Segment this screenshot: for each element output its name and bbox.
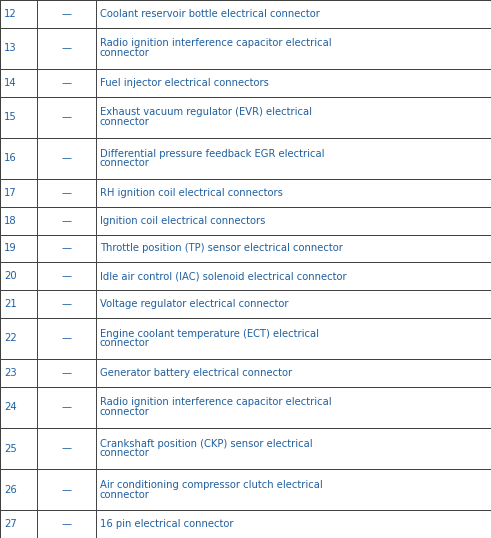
Bar	[0, 318, 491, 359]
Text: 16: 16	[4, 153, 17, 164]
Text: 26: 26	[4, 485, 17, 494]
Text: 19: 19	[4, 243, 17, 253]
Text: 17: 17	[4, 188, 17, 198]
Bar	[0, 290, 491, 318]
Text: connector: connector	[100, 490, 150, 499]
Text: 23: 23	[4, 368, 17, 378]
Bar	[0, 207, 491, 235]
Bar	[0, 138, 491, 179]
Text: 27: 27	[4, 519, 17, 529]
Bar	[0, 69, 491, 97]
Bar	[0, 469, 491, 510]
Text: —: —	[61, 216, 71, 225]
Text: Radio ignition interference capacitor electrical: Radio ignition interference capacitor el…	[100, 39, 331, 48]
Text: connector: connector	[100, 158, 150, 168]
Text: Fuel injector electrical connectors: Fuel injector electrical connectors	[100, 78, 269, 88]
Text: —: —	[61, 44, 71, 53]
Bar	[0, 179, 491, 207]
Text: —: —	[61, 243, 71, 253]
Text: RH ignition coil electrical connectors: RH ignition coil electrical connectors	[100, 188, 283, 198]
Text: —: —	[61, 402, 71, 412]
Text: —: —	[61, 485, 71, 494]
Text: —: —	[61, 153, 71, 164]
Text: Exhaust vacuum regulator (EVR) electrical: Exhaust vacuum regulator (EVR) electrica…	[100, 108, 312, 117]
Text: connector: connector	[100, 338, 150, 348]
Text: 22: 22	[4, 334, 17, 343]
Text: 13: 13	[4, 44, 17, 53]
Text: —: —	[61, 443, 71, 454]
Bar	[0, 0, 491, 28]
Text: connector: connector	[100, 48, 150, 58]
Text: 15: 15	[4, 112, 17, 122]
Text: Idle air control (IAC) solenoid electrical connector: Idle air control (IAC) solenoid electric…	[100, 271, 346, 281]
Text: —: —	[61, 9, 71, 19]
Bar	[0, 28, 491, 69]
Text: connector: connector	[100, 117, 150, 127]
Text: 20: 20	[4, 271, 17, 281]
Text: Generator battery electrical connector: Generator battery electrical connector	[100, 368, 292, 378]
Text: 14: 14	[4, 78, 17, 88]
Bar	[0, 510, 491, 538]
Text: 21: 21	[4, 299, 17, 309]
Text: Coolant reservoir bottle electrical connector: Coolant reservoir bottle electrical conn…	[100, 9, 320, 19]
Text: —: —	[61, 334, 71, 343]
Text: 16 pin electrical connector: 16 pin electrical connector	[100, 519, 233, 529]
Text: Voltage regulator electrical connector: Voltage regulator electrical connector	[100, 299, 288, 309]
Bar	[0, 235, 491, 263]
Text: connector: connector	[100, 448, 150, 458]
Text: connector: connector	[100, 407, 150, 417]
Text: 18: 18	[4, 216, 17, 225]
Text: 25: 25	[4, 443, 17, 454]
Text: 24: 24	[4, 402, 17, 412]
Text: —: —	[61, 78, 71, 88]
Bar	[0, 387, 491, 428]
Text: —: —	[61, 271, 71, 281]
Text: Crankshaft position (CKP) sensor electrical: Crankshaft position (CKP) sensor electri…	[100, 438, 312, 449]
Text: Throttle position (TP) sensor electrical connector: Throttle position (TP) sensor electrical…	[100, 243, 343, 253]
Bar	[0, 428, 491, 469]
Text: —: —	[61, 519, 71, 529]
Text: Differential pressure feedback EGR electrical: Differential pressure feedback EGR elect…	[100, 148, 324, 159]
Text: —: —	[61, 112, 71, 122]
Bar	[0, 263, 491, 290]
Text: Air conditioning compressor clutch electrical: Air conditioning compressor clutch elect…	[100, 480, 323, 490]
Text: —: —	[61, 368, 71, 378]
Bar	[0, 97, 491, 138]
Text: —: —	[61, 299, 71, 309]
Text: —: —	[61, 188, 71, 198]
Text: 12: 12	[4, 9, 17, 19]
Text: Ignition coil electrical connectors: Ignition coil electrical connectors	[100, 216, 265, 225]
Bar	[0, 359, 491, 387]
Text: Engine coolant temperature (ECT) electrical: Engine coolant temperature (ECT) electri…	[100, 329, 319, 338]
Text: Radio ignition interference capacitor electrical: Radio ignition interference capacitor el…	[100, 398, 331, 407]
